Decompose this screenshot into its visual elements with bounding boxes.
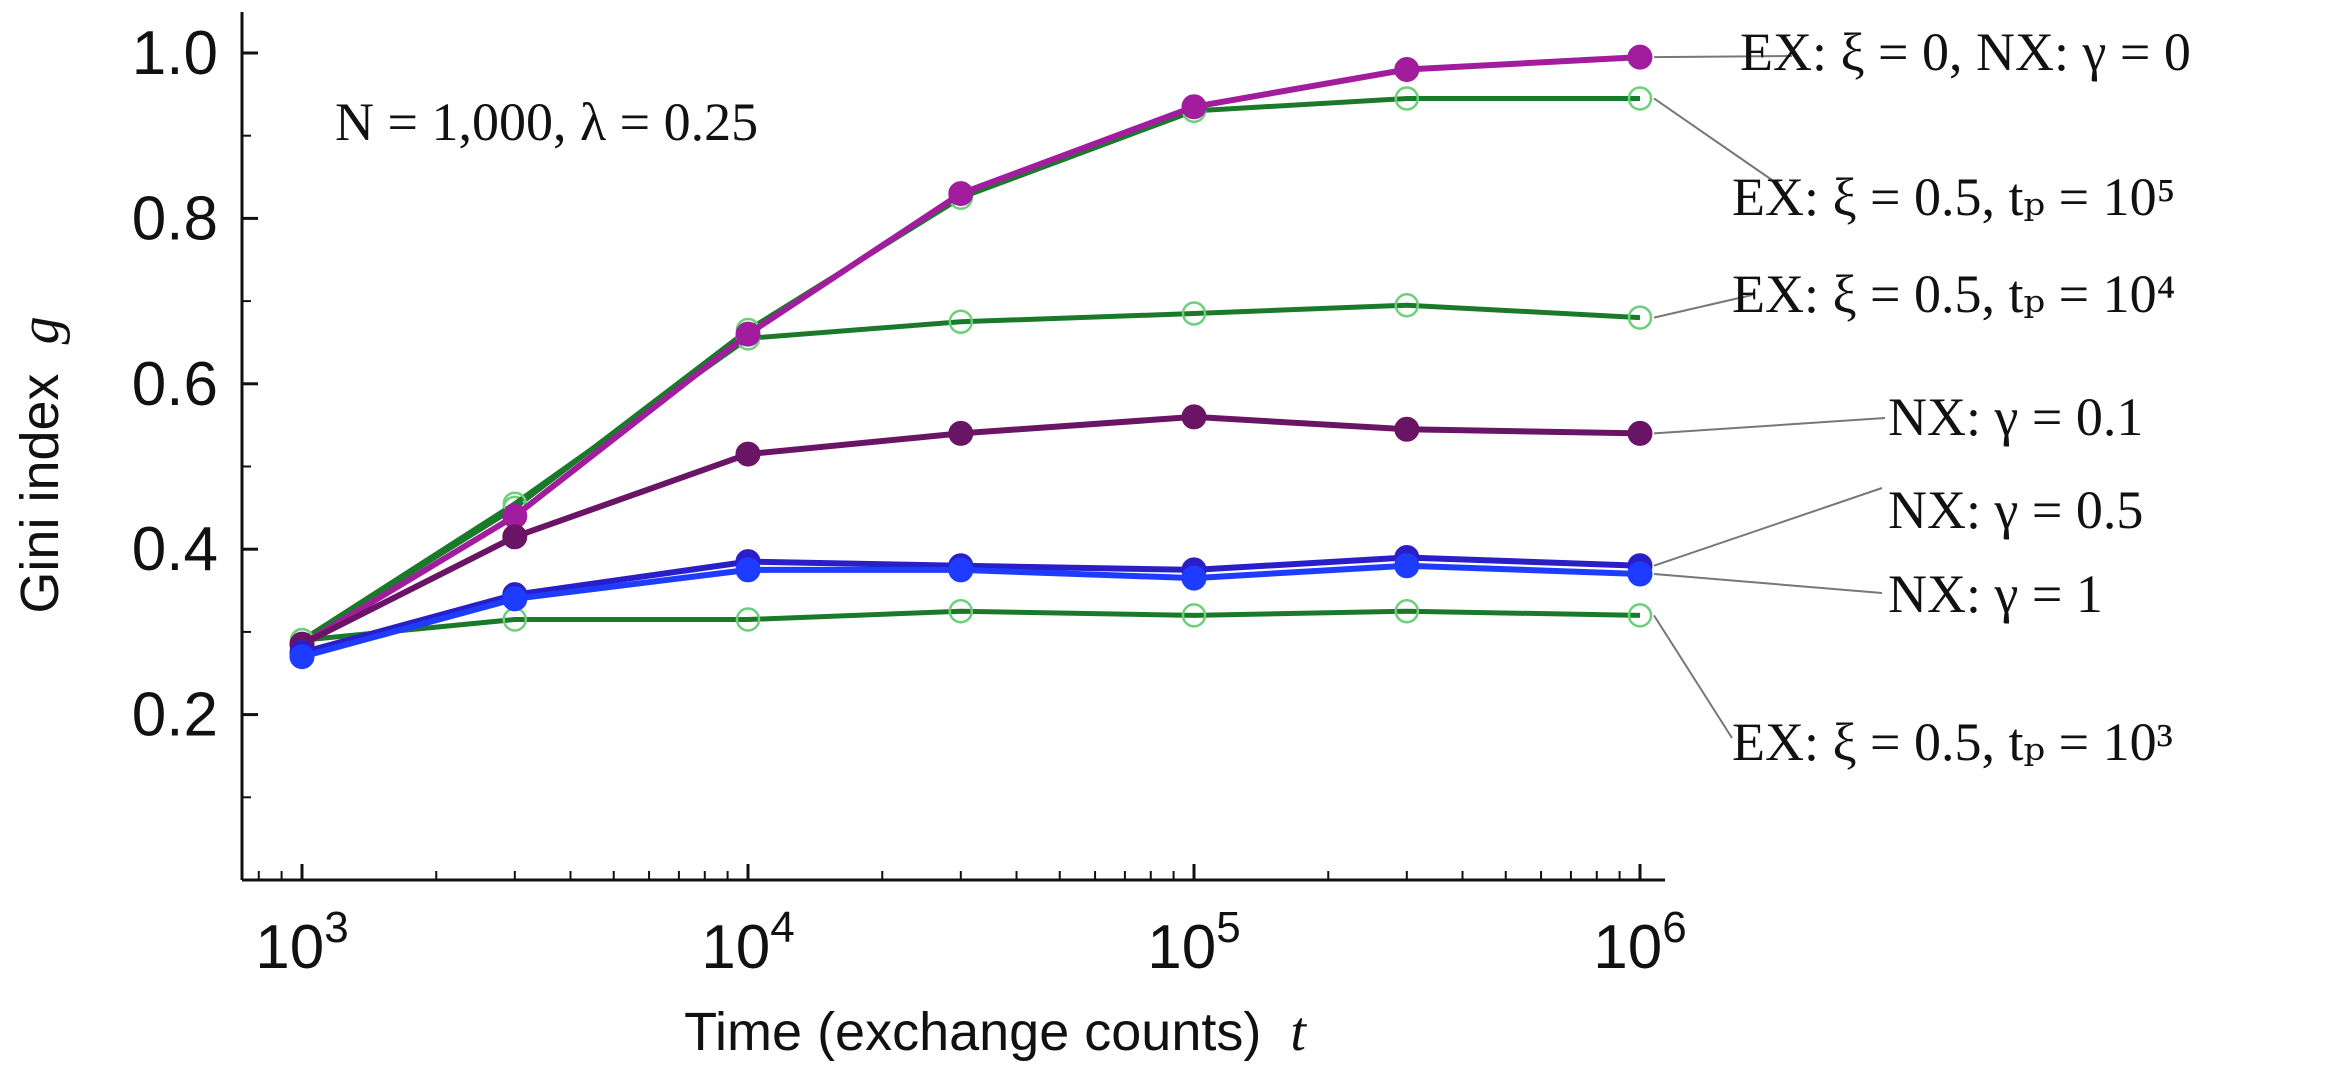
legend-leader-line bbox=[1653, 487, 1883, 567]
x-axis-variable: t bbox=[1290, 1001, 1307, 1063]
data-point bbox=[1627, 305, 1653, 330]
legend-label: EX: ξ = 0, NX: γ = 0 bbox=[1740, 22, 2191, 82]
x-tick-base: 10 bbox=[701, 913, 770, 982]
data-point bbox=[948, 598, 974, 624]
data-point bbox=[1627, 603, 1653, 628]
data-point bbox=[735, 441, 761, 467]
data-point bbox=[1181, 301, 1207, 326]
legend-leader-line bbox=[1653, 97, 1773, 181]
legend-label: NX: γ = 0.1 bbox=[1888, 387, 2143, 447]
legend-leader-line bbox=[1653, 417, 1886, 435]
series-line bbox=[301, 608, 1641, 643]
data-point bbox=[948, 557, 974, 583]
legend-label: EX: ξ = 0.5, tₚ = 10³ bbox=[1732, 712, 2173, 772]
x-tick-label: 106 bbox=[1593, 903, 1686, 982]
data-point bbox=[1181, 404, 1207, 430]
series-4 bbox=[289, 404, 1653, 657]
legend-leader-line bbox=[1653, 55, 1793, 59]
y-axis-title-text: Gini index bbox=[10, 373, 70, 613]
y-tick-label: 0.8 bbox=[132, 184, 218, 253]
parameter-annotation: N = 1,000, λ = 0.25 bbox=[335, 92, 758, 152]
legend-leader-line bbox=[1653, 614, 1733, 739]
data-point bbox=[1627, 44, 1653, 70]
series-6 bbox=[289, 553, 1653, 670]
x-axis-title: Time (exchange counts) t bbox=[684, 1001, 1307, 1063]
data-point bbox=[948, 309, 974, 335]
y-tick-label: 0.6 bbox=[132, 350, 218, 419]
data-point bbox=[289, 644, 315, 670]
data-point bbox=[1181, 94, 1207, 120]
series-2 bbox=[289, 598, 1653, 653]
data-point bbox=[735, 607, 761, 632]
x-tick-label: 105 bbox=[1147, 903, 1240, 982]
data-point bbox=[1394, 292, 1420, 318]
x-tick-exponent: 5 bbox=[1216, 903, 1240, 952]
data-point bbox=[1181, 565, 1207, 591]
y-tick-label: 0.2 bbox=[132, 681, 218, 750]
y-tick-label: 1.0 bbox=[132, 19, 218, 88]
data-point bbox=[1394, 553, 1420, 579]
x-tick-base: 10 bbox=[1593, 913, 1662, 982]
data-point bbox=[735, 557, 761, 583]
data-point bbox=[1394, 57, 1420, 83]
series-line bbox=[300, 302, 1641, 643]
y-tick-label: 0.4 bbox=[132, 515, 218, 584]
data-point bbox=[1394, 86, 1420, 111]
y-ticks: 0.2 0.4 0.6 0.8 1.0 bbox=[132, 19, 258, 799]
data-point bbox=[1181, 603, 1207, 628]
x-tick-label: 104 bbox=[701, 903, 794, 982]
legend-labels: EX: ξ = 0, NX: γ = 0 EX: ξ = 0.5, tₚ = 10… bbox=[1732, 22, 2191, 772]
data-point bbox=[948, 420, 974, 446]
data-point bbox=[502, 586, 528, 612]
data-point bbox=[502, 524, 528, 550]
data-point bbox=[1627, 561, 1653, 587]
x-axis-title-text: Time (exchange counts) bbox=[684, 1002, 1261, 1062]
legend-label: EX: ξ = 0.5, tₚ = 10⁴ bbox=[1732, 264, 2175, 324]
data-point bbox=[948, 181, 974, 207]
x-ticks: 103 104 105 106 bbox=[255, 864, 1687, 982]
x-tick-exponent: 6 bbox=[1662, 903, 1686, 952]
x-tick-exponent: 3 bbox=[324, 903, 348, 952]
series-layer bbox=[289, 44, 1653, 670]
y-axis-title: Gini index g bbox=[9, 316, 71, 613]
legend-label: NX: γ = 1 bbox=[1888, 564, 2103, 624]
y-axis-variable: g bbox=[9, 316, 71, 344]
data-point bbox=[1394, 416, 1420, 442]
data-point bbox=[1394, 598, 1420, 624]
data-point bbox=[1627, 420, 1653, 446]
x-tick-label: 103 bbox=[255, 903, 348, 982]
x-tick-base: 10 bbox=[1147, 913, 1216, 982]
legend-leader-lines bbox=[1653, 55, 1886, 739]
x-tick-base: 10 bbox=[255, 913, 324, 982]
x-tick-exponent: 4 bbox=[770, 903, 794, 952]
legend-label: NX: γ = 0.5 bbox=[1888, 480, 2143, 540]
legend-leader-line bbox=[1653, 294, 1753, 319]
data-point bbox=[735, 321, 761, 347]
axes bbox=[240, 12, 1665, 882]
data-point bbox=[1627, 86, 1653, 111]
legend-label: EX: ξ = 0.5, tₚ = 10⁵ bbox=[1732, 167, 2175, 227]
legend-leader-line bbox=[1653, 573, 1883, 594]
